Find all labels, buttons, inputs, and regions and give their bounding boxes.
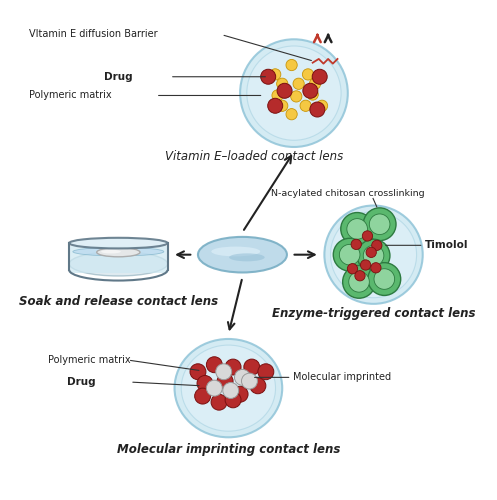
Circle shape bbox=[302, 69, 314, 80]
Text: Polymeric matrix: Polymeric matrix bbox=[29, 90, 112, 101]
Ellipse shape bbox=[69, 252, 167, 276]
Circle shape bbox=[355, 270, 365, 281]
Circle shape bbox=[363, 246, 384, 266]
Text: Molecular imprinted: Molecular imprinted bbox=[293, 372, 391, 382]
Ellipse shape bbox=[181, 345, 275, 431]
Circle shape bbox=[225, 359, 241, 375]
Ellipse shape bbox=[73, 248, 164, 256]
Circle shape bbox=[223, 382, 239, 398]
Text: Drug: Drug bbox=[67, 377, 95, 387]
Ellipse shape bbox=[174, 339, 282, 438]
Text: Enzyme-triggered contact lens: Enzyme-triggered contact lens bbox=[272, 306, 475, 320]
Ellipse shape bbox=[229, 254, 265, 262]
Circle shape bbox=[339, 244, 360, 265]
Ellipse shape bbox=[101, 250, 121, 254]
Text: Vitamin E–loaded contact lens: Vitamin E–loaded contact lens bbox=[165, 150, 343, 163]
Circle shape bbox=[211, 394, 227, 410]
Circle shape bbox=[216, 364, 232, 380]
Circle shape bbox=[360, 260, 371, 270]
Circle shape bbox=[369, 214, 390, 234]
Ellipse shape bbox=[247, 46, 341, 140]
Circle shape bbox=[235, 370, 250, 386]
Circle shape bbox=[374, 268, 395, 289]
Circle shape bbox=[312, 70, 327, 84]
Circle shape bbox=[333, 238, 366, 271]
Circle shape bbox=[366, 247, 376, 258]
Text: Drug: Drug bbox=[104, 72, 133, 82]
Circle shape bbox=[310, 102, 325, 117]
Circle shape bbox=[272, 90, 283, 101]
Circle shape bbox=[362, 231, 373, 241]
Text: Molecular imprinting contact lens: Molecular imprinting contact lens bbox=[117, 442, 340, 456]
Ellipse shape bbox=[325, 206, 423, 304]
Circle shape bbox=[195, 388, 211, 404]
Circle shape bbox=[250, 378, 266, 394]
Circle shape bbox=[244, 359, 260, 375]
Circle shape bbox=[232, 386, 248, 402]
Circle shape bbox=[277, 100, 288, 112]
Text: Soak and release contact lens: Soak and release contact lens bbox=[19, 295, 218, 308]
Circle shape bbox=[286, 60, 297, 70]
Circle shape bbox=[310, 78, 321, 90]
Text: N-acylated chitosan crosslinking: N-acylated chitosan crosslinking bbox=[271, 190, 424, 198]
Ellipse shape bbox=[331, 212, 416, 298]
Ellipse shape bbox=[69, 238, 167, 248]
Circle shape bbox=[371, 262, 381, 273]
Circle shape bbox=[190, 364, 206, 380]
Circle shape bbox=[342, 266, 375, 298]
Circle shape bbox=[225, 392, 241, 408]
Text: Timolol: Timolol bbox=[425, 240, 469, 250]
Circle shape bbox=[258, 364, 274, 380]
Circle shape bbox=[341, 212, 374, 246]
Circle shape bbox=[372, 240, 382, 250]
Circle shape bbox=[206, 380, 222, 396]
Text: VItamin E diffusion Barrier: VItamin E diffusion Barrier bbox=[29, 28, 158, 38]
Circle shape bbox=[307, 89, 318, 100]
Circle shape bbox=[217, 373, 233, 389]
Circle shape bbox=[286, 108, 297, 120]
Circle shape bbox=[357, 239, 390, 272]
Circle shape bbox=[291, 91, 302, 102]
Circle shape bbox=[293, 78, 304, 90]
Bar bbox=[69, 246, 167, 273]
Ellipse shape bbox=[198, 237, 287, 272]
Circle shape bbox=[303, 84, 318, 98]
Circle shape bbox=[347, 264, 358, 274]
Circle shape bbox=[206, 357, 222, 372]
Circle shape bbox=[351, 239, 361, 250]
Circle shape bbox=[261, 70, 276, 84]
Circle shape bbox=[268, 98, 283, 114]
Circle shape bbox=[277, 84, 292, 98]
Circle shape bbox=[197, 376, 213, 392]
Circle shape bbox=[363, 208, 396, 240]
Text: Polymeric matrix: Polymeric matrix bbox=[48, 355, 131, 365]
Circle shape bbox=[242, 373, 257, 389]
Circle shape bbox=[368, 262, 401, 296]
Circle shape bbox=[300, 100, 311, 112]
Ellipse shape bbox=[211, 246, 260, 256]
Ellipse shape bbox=[240, 40, 348, 147]
Circle shape bbox=[347, 218, 367, 239]
Ellipse shape bbox=[97, 248, 140, 257]
Circle shape bbox=[349, 272, 369, 292]
Circle shape bbox=[317, 100, 328, 112]
Circle shape bbox=[277, 78, 288, 90]
Circle shape bbox=[269, 69, 281, 80]
